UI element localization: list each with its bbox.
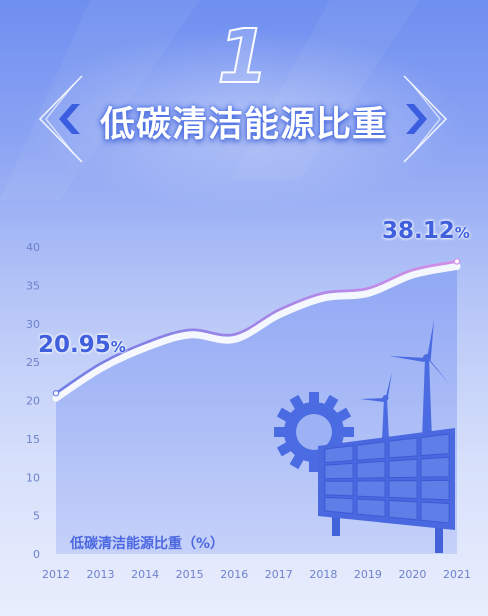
start-value-callout: 20.95% xyxy=(38,332,126,358)
x-tick-label: 2021 xyxy=(443,568,471,581)
section-number: 1 xyxy=(216,14,270,100)
start-unit: % xyxy=(110,338,126,356)
y-tick-label: 15 xyxy=(26,433,40,446)
x-tick-label: 2015 xyxy=(176,568,204,581)
y-tick-label: 30 xyxy=(26,318,40,331)
end-unit: % xyxy=(454,224,470,242)
y-tick-label: 40 xyxy=(26,241,40,254)
y-tick-label: 5 xyxy=(33,510,40,523)
page-title: 低碳清洁能源比重 xyxy=(99,105,388,145)
data-point xyxy=(52,390,60,397)
y-tick-label: 35 xyxy=(26,279,40,292)
x-tick-label: 2017 xyxy=(265,568,293,581)
x-tick-label: 2016 xyxy=(220,568,248,581)
chevron-left-icon xyxy=(38,75,83,163)
x-tick-label: 2013 xyxy=(87,568,115,581)
series-label: 低碳清洁能源比重（%） xyxy=(70,536,225,552)
chevron-right-icon xyxy=(403,75,448,163)
x-tick-label: 2019 xyxy=(354,568,382,581)
x-tick-label: 2020 xyxy=(398,568,426,581)
y-tick-label: 20 xyxy=(26,395,40,408)
y-tick-label: 0 xyxy=(33,548,40,561)
x-tick-label: 2012 xyxy=(42,568,70,581)
series-line-highlight xyxy=(52,262,461,402)
wind-turbine-icon xyxy=(360,320,450,440)
end-value: 38.12 xyxy=(382,218,455,244)
end-value-callout: 38.12% xyxy=(382,218,470,244)
x-tick-label: 2014 xyxy=(131,568,159,581)
start-value: 20.95 xyxy=(38,332,111,358)
y-tick-label: 10 xyxy=(26,471,40,484)
solar-panel-icon xyxy=(318,428,455,553)
y-tick-label: 25 xyxy=(26,356,40,369)
x-tick-label: 2018 xyxy=(309,568,337,581)
data-point xyxy=(453,258,461,265)
series-line xyxy=(54,260,459,395)
